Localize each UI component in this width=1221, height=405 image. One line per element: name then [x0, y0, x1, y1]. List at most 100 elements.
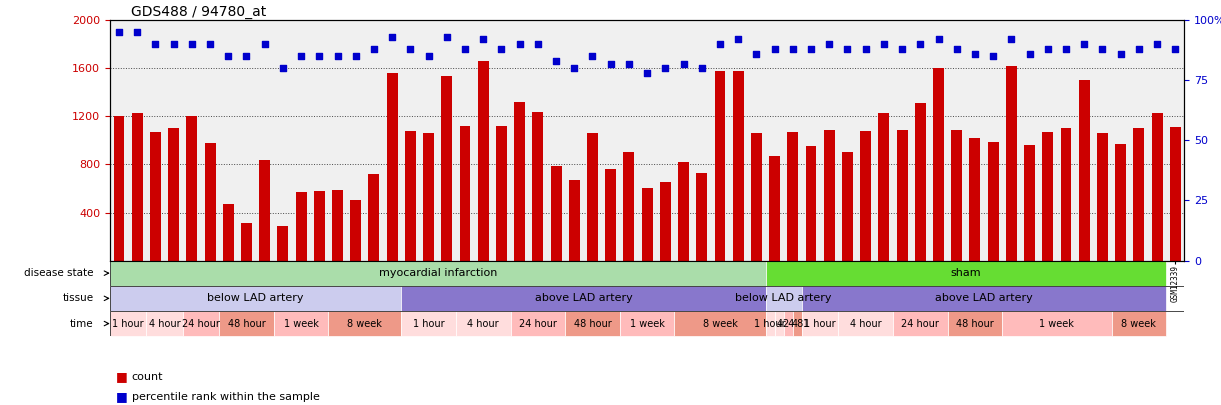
Point [474, 36, 493, 43]
Text: percentile rank within the sample: percentile rank within the sample [132, 392, 320, 402]
Point [237, 53, 256, 60]
Text: 48 hour: 48 hour [574, 319, 612, 328]
Text: GDS488 / 94780_at: GDS488 / 94780_at [132, 5, 266, 19]
Bar [277, 226, 288, 260]
Point [1129, 46, 1149, 52]
Text: sham: sham [950, 268, 982, 278]
Point [947, 46, 967, 52]
Bar [824, 130, 835, 260]
Point [856, 46, 875, 52]
Bar [110, 286, 402, 311]
Bar [1133, 128, 1144, 260]
Bar [784, 311, 792, 336]
Bar [893, 311, 947, 336]
Point [274, 65, 293, 72]
Point [1038, 46, 1057, 52]
Bar [477, 61, 488, 260]
Text: 24 hour: 24 hour [182, 319, 220, 328]
Point [819, 41, 839, 47]
Point [893, 46, 912, 52]
Text: 4 hour: 4 hour [468, 319, 499, 328]
Bar [842, 152, 853, 260]
Point [109, 29, 128, 36]
Bar [1002, 311, 1111, 336]
Bar [788, 132, 799, 260]
Point [729, 36, 748, 43]
Bar [424, 133, 433, 260]
Bar [839, 311, 893, 336]
Point [1001, 36, 1021, 43]
Bar [678, 162, 689, 260]
Text: above LAD artery: above LAD artery [535, 293, 632, 303]
Point [219, 53, 238, 60]
Bar [1006, 66, 1017, 260]
Text: 1 hour: 1 hour [413, 319, 444, 328]
Bar [551, 166, 562, 260]
Bar [295, 192, 306, 260]
Point [419, 53, 438, 60]
Bar [733, 71, 744, 260]
Bar [587, 133, 598, 260]
Bar [147, 311, 183, 336]
Text: 48: 48 [791, 319, 803, 328]
Text: count: count [132, 372, 164, 382]
Text: 48 hour: 48 hour [956, 319, 994, 328]
Point [1148, 41, 1167, 47]
Bar [350, 200, 361, 260]
Point [510, 41, 530, 47]
Bar [150, 132, 161, 260]
Bar [969, 138, 980, 260]
Text: above LAD artery: above LAD artery [935, 293, 1033, 303]
Point [764, 46, 784, 52]
Bar [988, 142, 999, 260]
Bar [402, 286, 766, 311]
Point [145, 41, 165, 47]
Bar [183, 311, 219, 336]
Text: 1 hour: 1 hour [755, 319, 786, 328]
Bar [1024, 145, 1035, 260]
Bar [274, 311, 328, 336]
Bar [496, 126, 507, 260]
Bar [674, 311, 766, 336]
Bar [1115, 144, 1126, 260]
Bar [1096, 133, 1107, 260]
Bar [328, 311, 402, 336]
Bar [659, 183, 670, 260]
Point [674, 60, 694, 67]
Point [929, 36, 949, 43]
Bar [696, 173, 707, 260]
Point [164, 41, 183, 47]
Text: myocardial infarction: myocardial infarction [379, 268, 497, 278]
Bar [114, 116, 125, 260]
Text: 1 week: 1 week [1039, 319, 1074, 328]
Bar [951, 130, 962, 260]
Point [492, 46, 512, 52]
Text: ■: ■ [116, 390, 128, 403]
Point [801, 46, 821, 52]
Point [364, 46, 383, 52]
Point [437, 34, 457, 40]
Point [1074, 41, 1094, 47]
Bar [915, 103, 926, 260]
Bar [1043, 132, 1054, 260]
Point [965, 51, 984, 57]
Bar [222, 204, 233, 260]
Point [838, 46, 857, 52]
Bar [1151, 113, 1162, 260]
Bar [624, 152, 635, 260]
Point [1020, 51, 1039, 57]
Text: 1 hour: 1 hour [112, 319, 144, 328]
Point [711, 41, 730, 47]
Bar [314, 191, 325, 260]
Point [983, 53, 1002, 60]
Bar [405, 131, 416, 260]
Point [292, 53, 311, 60]
Point [1111, 51, 1131, 57]
Bar [565, 311, 620, 336]
Bar [769, 156, 780, 260]
Point [400, 46, 420, 52]
Text: 1 week: 1 week [630, 319, 664, 328]
Bar [110, 260, 766, 286]
Point [564, 65, 584, 72]
Text: 24 hour: 24 hour [901, 319, 939, 328]
